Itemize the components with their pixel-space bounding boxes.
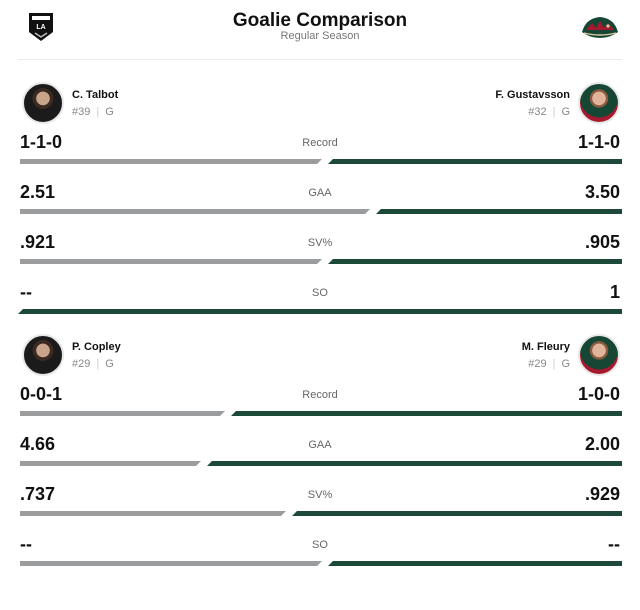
goalie-info: M. Fleury #29 | G [522, 341, 570, 370]
jersey-number: #29 [72, 357, 91, 370]
comparison-bar-left [20, 411, 225, 416]
svg-text:LA: LA [36, 24, 45, 31]
separator: | [552, 105, 556, 118]
comparison-bar-right [207, 461, 622, 466]
stat-value-right: .905 [584, 232, 620, 252]
separator: | [96, 105, 100, 118]
stat-label: SO [312, 287, 328, 299]
comparison-bar-right [292, 511, 622, 516]
goalie-meta: #29 | G [528, 358, 570, 370]
stat-value-right: -- [608, 534, 620, 554]
position: G [105, 105, 114, 118]
comparison-bar-right [231, 411, 622, 416]
jersey-number: #32 [528, 105, 547, 118]
stat-label: SV% [307, 489, 333, 501]
minnesota-wild-logo-icon [582, 17, 618, 38]
stat-row: .921 SV% .905 [18, 232, 622, 282]
stat-value-left: 0-0-1 [20, 384, 63, 404]
stat-value-left: .921 [20, 232, 56, 252]
comparison-bar-right [18, 309, 622, 314]
player-avatar[interactable] [578, 334, 620, 376]
goalie-meta: #29 | G [72, 358, 121, 370]
jersey-number: #39 [72, 105, 91, 118]
stat-row: -- SO 1 [18, 282, 622, 332]
header: LA Goalie Comparison Regular Season [18, 0, 622, 60]
stat-label: Record [302, 389, 338, 401]
player-avatar[interactable] [22, 334, 64, 376]
goalie-left[interactable]: C. Talbot #39 | G [22, 82, 118, 124]
comparison-bar-right [328, 159, 622, 164]
comparison-bar-right [328, 561, 622, 566]
stat-row: 1-1-0 Record 1-1-0 [18, 132, 622, 182]
jersey-number: #29 [528, 357, 547, 370]
stat-label: SO [312, 539, 328, 551]
goalie-header-row: C. Talbot #39 | G F. Gustavsson #32 | G [18, 82, 622, 132]
stat-value-left: -- [20, 534, 32, 554]
stat-value-left: .737 [20, 484, 56, 504]
goalie-right[interactable]: M. Fleury #29 | G [522, 334, 620, 376]
la-kings-logo-icon: LA [29, 13, 53, 41]
goalie-name[interactable]: M. Fleury [521, 340, 570, 353]
stat-value-right: 1-1-0 [577, 132, 620, 152]
page-title: Goalie Comparison [232, 10, 408, 31]
comparison-bar-left [20, 259, 322, 264]
goalie-matchup: P. Copley #29 | G M. Fleury #29 | G 0-0-1 Record 1… [18, 334, 622, 584]
stat-value-right: 3.50 [584, 182, 620, 202]
separator: | [96, 357, 100, 370]
stat-value-left: 1-1-0 [20, 132, 63, 152]
goalie-right[interactable]: F. Gustavsson #32 | G [495, 82, 620, 124]
stat-value-left: 4.66 [20, 434, 56, 454]
comparison-bar-right [328, 259, 622, 264]
position: G [561, 357, 570, 370]
goalie-info: P. Copley #29 | G [72, 341, 121, 370]
comparison-bar-left [20, 159, 322, 164]
stat-label: Record [302, 137, 338, 149]
goalie-meta: #32 | G [528, 106, 570, 118]
stat-label: GAA [308, 187, 332, 199]
goalie-meta: #39 | G [72, 106, 118, 118]
goalie-left[interactable]: P. Copley #29 | G [22, 334, 121, 376]
comparison-bar-left [20, 461, 201, 466]
separator: | [552, 357, 556, 370]
player-avatar[interactable] [578, 82, 620, 124]
stat-row: 0-0-1 Record 1-0-0 [18, 384, 622, 434]
comparison-bar-left [20, 511, 286, 516]
stat-value-left: 2.51 [20, 182, 56, 202]
stat-row: -- SO -- [18, 534, 622, 584]
goalie-name[interactable]: P. Copley [72, 340, 121, 353]
comparison-bar-left [20, 209, 370, 214]
stat-row: 4.66 GAA 2.00 [18, 434, 622, 484]
page-subtitle: Regular Season [280, 30, 360, 42]
goalie-header-row: P. Copley #29 | G M. Fleury #29 | G [18, 334, 622, 384]
stat-label: SV% [307, 237, 333, 249]
stat-value-right: 1 [609, 282, 620, 302]
stat-value-right: .929 [584, 484, 620, 504]
stat-value-right: 2.00 [584, 434, 620, 454]
stat-row: .737 SV% .929 [18, 484, 622, 534]
player-avatar[interactable] [22, 82, 64, 124]
goalie-info: C. Talbot #39 | G [72, 89, 118, 118]
stat-row: 2.51 GAA 3.50 [18, 182, 622, 232]
comparison-bar-left [20, 561, 322, 566]
position: G [105, 357, 114, 370]
stat-label: GAA [308, 439, 332, 451]
goalie-name[interactable]: F. Gustavsson [495, 88, 570, 101]
stat-value-right: 1-0-0 [577, 384, 620, 404]
goalie-name[interactable]: C. Talbot [72, 88, 119, 101]
comparison-bar-right [376, 209, 622, 214]
goalie-matchup: C. Talbot #39 | G F. Gustavsson #32 | G 1-1-0 Rec… [18, 82, 622, 332]
goalie-info: F. Gustavsson #32 | G [495, 89, 570, 118]
position: G [561, 105, 570, 118]
stat-value-left: -- [20, 282, 32, 302]
